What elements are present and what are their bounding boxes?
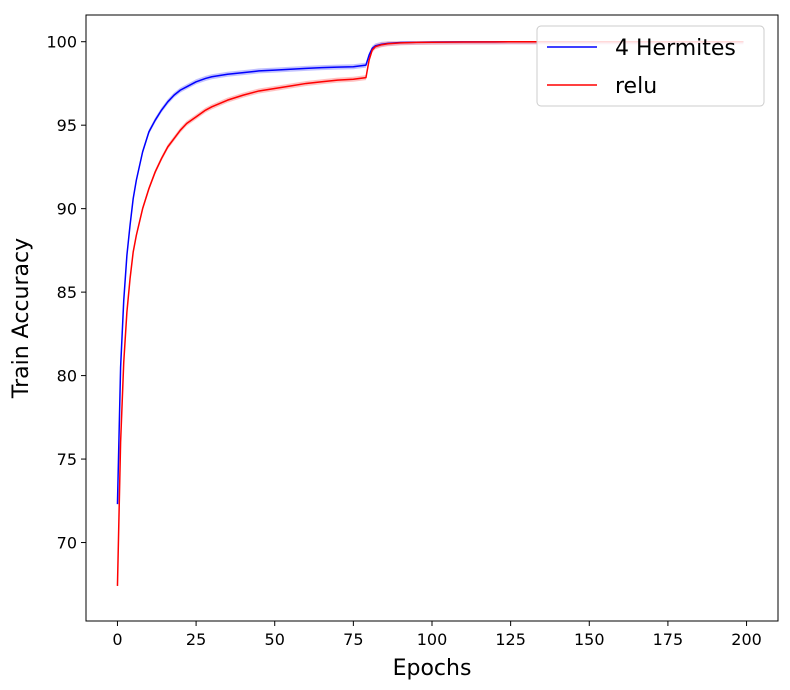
y-tick-label: 80: [57, 367, 77, 386]
x-tick-label: 150: [574, 630, 605, 649]
x-tick-label: 125: [495, 630, 526, 649]
x-tick-label: 200: [731, 630, 762, 649]
x-tick-label: 75: [343, 630, 363, 649]
legend-label-1: relu: [615, 74, 657, 99]
y-axis-ticks: 70 75 80 85 90 95 100: [46, 33, 86, 553]
y-tick-label: 70: [57, 534, 77, 553]
y-axis-label: Train Accuracy: [9, 238, 34, 399]
x-tick-label: 25: [186, 630, 206, 649]
y-tick-label: 90: [57, 200, 77, 219]
series-line-1: [116, 40, 744, 586]
x-axis-label: Epochs: [393, 656, 472, 681]
y-tick-label: 75: [57, 450, 77, 469]
series-bands: [117, 41, 744, 589]
x-tick-label: 100: [417, 630, 448, 649]
legend-label-0: 4 Hermites: [615, 36, 736, 61]
x-axis-ticks: 0 25 50 75 100 125 150 175 200: [112, 621, 762, 649]
y-tick-label: 95: [57, 116, 77, 135]
series-band-0: [117, 41, 744, 507]
y-tick-label: 100: [46, 33, 77, 52]
legend: 4 Hermites relu: [536, 25, 765, 107]
legend-box: [536, 25, 765, 107]
series-lines: [116, 40, 744, 586]
x-tick-label: 175: [653, 630, 684, 649]
x-tick-label: 0: [112, 630, 122, 649]
x-tick-label: 50: [265, 630, 285, 649]
y-tick-label: 85: [57, 283, 77, 302]
